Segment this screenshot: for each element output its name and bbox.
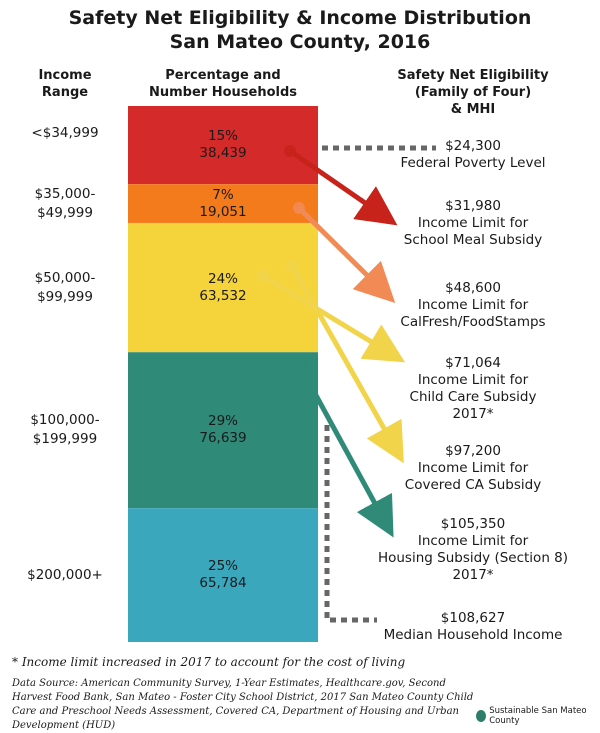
percent-label: 29% xyxy=(207,413,238,430)
households-header-line: Percentage and xyxy=(165,68,281,83)
school-meal-arrow xyxy=(288,148,398,226)
eligibility-value: $105,350 xyxy=(440,516,506,532)
eligibility-school-meal: $31,980 Income Limit for School Meal Sub… xyxy=(368,198,578,249)
eligibility-desc: Federal Poverty Level xyxy=(400,155,546,171)
percent-label: 24% xyxy=(207,270,238,287)
household-count-label: 19,051 xyxy=(199,203,247,220)
range-label-line: $99,999 xyxy=(37,288,93,305)
eligibility-desc: Child Care Subsidy xyxy=(409,389,537,405)
eligibility-calfresh: $48,600 Income Limit for CalFresh/FoodSt… xyxy=(368,280,578,331)
eligibility-value: $108,627 xyxy=(440,610,506,626)
eligibility-desc: 2017* xyxy=(452,406,494,422)
range-label-line: <$34,999 xyxy=(31,124,99,141)
percent-label: 25% xyxy=(207,558,238,575)
eligibility-value: $97,200 xyxy=(445,443,501,459)
range-label: $100,000- $199,999 xyxy=(10,411,120,449)
eligibility-housing: $105,350 Income Limit for Housing Subsid… xyxy=(368,516,578,584)
brand: Sustainable San Mateo County xyxy=(476,706,600,726)
income-range-header: Income Range xyxy=(10,67,120,101)
household-count-label: 63,532 xyxy=(199,287,247,304)
eligibility-desc: School Meal Subsidy xyxy=(403,232,543,248)
bar-segment xyxy=(128,352,318,509)
covered-ca-arrow xyxy=(289,264,404,464)
segment-label: 7% 19,051 xyxy=(128,187,318,221)
percent-label: 7% xyxy=(212,186,234,203)
eligibility-covered-ca: $97,200 Income Limit for Covered CA Subs… xyxy=(368,443,578,494)
income-range-header-line: Income xyxy=(38,68,92,83)
eligibility-header-line: (Family of Four) xyxy=(414,85,532,100)
range-label-line: $100,000- xyxy=(30,412,100,429)
eligibility-value: $24,300 xyxy=(445,138,501,154)
child-care-arrow xyxy=(261,273,406,363)
household-count-label: 38,439 xyxy=(199,145,247,162)
eligibility-desc: CalFresh/FoodStamps xyxy=(400,314,546,330)
eligibility-child-care: $71,064 Income Limit for Child Care Subs… xyxy=(368,355,578,423)
eligibility-poverty-level: $24,300 Federal Poverty Level xyxy=(368,138,578,172)
eligibility-desc: Income Limit for xyxy=(417,460,529,476)
chart-title-line2: San Mateo County, 2016 xyxy=(169,31,431,53)
range-label-line: $199,999 xyxy=(32,431,98,448)
range-label: <$34,999 xyxy=(10,124,120,143)
percent-label: 15% xyxy=(207,128,238,145)
bar-segment xyxy=(128,508,318,642)
eligibility-value: $31,980 xyxy=(445,198,501,214)
housing-arrow xyxy=(297,364,394,538)
households-header-line: Number Households xyxy=(148,85,298,100)
eligibility-desc: Income Limit for xyxy=(417,533,529,549)
range-label-line: $200,000+ xyxy=(27,566,103,583)
eligibility-desc: Income Limit for xyxy=(417,215,529,231)
income-range-header-line: Range xyxy=(41,85,89,100)
eligibility-header-line: & MHI xyxy=(450,102,496,117)
bar-segments xyxy=(128,106,318,642)
connectors xyxy=(257,145,436,623)
range-label: $50,000- $99,999 xyxy=(10,269,120,307)
eligibility-desc: Income Limit for xyxy=(417,297,529,313)
eligibility-value: $48,600 xyxy=(445,280,501,296)
eligibility-desc: Housing Subsidy (Section 8) xyxy=(377,550,569,566)
range-label-line: $50,000- xyxy=(34,269,96,286)
segment-label: 29% 76,639 xyxy=(128,413,318,447)
households-header: Percentage and Number Households xyxy=(128,67,318,101)
brand-name: Sustainable San Mateo County xyxy=(489,706,587,726)
chart-title-line1: Safety Net Eligibility & Income Distribu… xyxy=(68,7,532,29)
eligibility-header: Safety Net Eligibility (Family of Four) … xyxy=(368,67,578,118)
range-label: $35,000- $49,999 xyxy=(10,185,120,223)
eligibility-desc: Median Household Income xyxy=(383,627,563,643)
eligibility-desc: 2017* xyxy=(452,567,494,583)
eligibility-desc: Covered CA Subsidy xyxy=(404,477,542,493)
segment-label: 24% 63,532 xyxy=(128,271,318,305)
segment-label: 25% 65,784 xyxy=(128,558,318,592)
range-label: $200,000+ xyxy=(10,566,120,585)
range-label-line: $49,999 xyxy=(37,204,93,221)
eligibility-median-income: $108,627 Median Household Income xyxy=(368,610,578,644)
eligibility-desc: Income Limit for xyxy=(417,372,529,388)
bar-segment xyxy=(128,184,318,223)
eligibility-value: $71,064 xyxy=(445,355,501,371)
household-count-label: 65,784 xyxy=(199,575,247,592)
segment-label: 15% 38,439 xyxy=(128,128,318,162)
household-count-label: 76,639 xyxy=(199,430,247,447)
globe-logo-icon xyxy=(476,710,487,722)
calfresh-arrow xyxy=(297,206,396,304)
footnote: * Income limit increased in 2017 to acco… xyxy=(12,655,406,669)
range-label-line: $35,000- xyxy=(34,185,96,202)
eligibility-header-line: Safety Net Eligibility xyxy=(397,68,549,83)
bar-segment xyxy=(128,106,318,185)
